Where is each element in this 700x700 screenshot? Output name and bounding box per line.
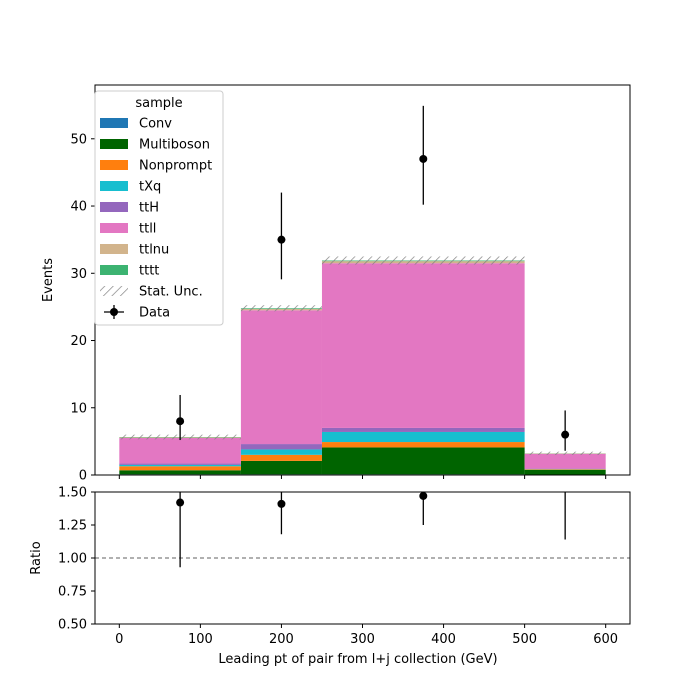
- ratio-ytick-label-1.50: 1.50: [58, 486, 87, 501]
- stat-unc-band-bin1: [240, 305, 322, 312]
- bar-ttll-bin3: [524, 453, 606, 469]
- bar-ttll-bin0: [119, 438, 241, 464]
- legend-swatch-tttt: [100, 265, 128, 275]
- x-tick-label-200: 200: [269, 632, 294, 647]
- legend-marker-data: [110, 308, 118, 316]
- legend-label-tttt: tttt: [139, 264, 159, 279]
- legend: sample Conv Multiboson Nonprompt tXq ttH ttll…: [94, 90, 224, 326]
- legend-items: Conv Multiboson Nonprompt tXq ttH ttll ttlnu tt…: [100, 117, 212, 321]
- legend-label-data: Data: [139, 306, 170, 321]
- legend-label-txq: tXq: [139, 180, 161, 195]
- legend-title: sample: [135, 96, 182, 111]
- bar-multiboson-bin0: [119, 470, 241, 475]
- main-ytick-label-40: 40: [70, 200, 87, 215]
- legend-label-ttlnu: ttlnu: [139, 243, 169, 258]
- stat-unc-band-bin2: [321, 256, 525, 265]
- ratio-points: [176, 492, 566, 568]
- ratio-axes: 0.50 0.75 1.00 1.25 1.50 0 100 200 300 400 500 600: [58, 486, 631, 647]
- data-point-0: [176, 417, 185, 426]
- bar-nonprompt-bin0: [119, 466, 241, 471]
- legend-label-ttll: ttll: [139, 222, 156, 237]
- legend-swatch-ttlnu: [100, 244, 128, 254]
- bar-nonprompt-bin3: [524, 469, 606, 470]
- data-points: [176, 105, 570, 451]
- legend-label-tth: ttH: [139, 201, 159, 216]
- legend-swatch-nonprompt: [100, 160, 128, 170]
- ratio-ytick-label-1.00: 1.00: [58, 552, 87, 567]
- bar-multiboson-bin3: [524, 469, 606, 475]
- legend-swatch-multiboson: [100, 139, 128, 149]
- data-point-2: [419, 154, 428, 163]
- legend-label-stat-unc-: Stat. Unc.: [139, 285, 203, 300]
- bar-txq-bin0: [119, 464, 241, 467]
- legend-label-nonprompt: Nonprompt: [139, 159, 212, 174]
- bar-ttll-bin1: [240, 310, 322, 445]
- x-tick-label-0: 0: [115, 632, 123, 647]
- bar-ttll-bin2: [321, 263, 525, 428]
- legend-swatch-conv: [100, 118, 128, 128]
- ratio-point-2: [419, 492, 428, 500]
- ratio-point-0: [176, 498, 185, 507]
- main-ytick-label-20: 20: [70, 334, 87, 349]
- stat-unc-band-bin3: [524, 451, 606, 456]
- x-tick-label-400: 400: [431, 632, 456, 647]
- legend-swatch-txq: [100, 181, 128, 191]
- x-tick-label-600: 600: [593, 632, 618, 647]
- x-axis-label: Leading pt of pair from l+j collection (…: [218, 652, 497, 667]
- ratio-ytick-label-1.25: 1.25: [58, 519, 87, 534]
- bar-txq-bin1: [240, 449, 322, 455]
- bar-nonprompt-bin1: [240, 454, 322, 461]
- main-ytick-label-10: 10: [70, 401, 87, 416]
- x-tick-label-500: 500: [512, 632, 537, 647]
- ratio-point-1: [277, 499, 286, 508]
- legend-swatch-stat-unc-: [100, 286, 128, 296]
- legend-label-conv: Conv: [139, 117, 172, 132]
- bar-tth-bin1: [240, 444, 322, 450]
- legend-swatch-ttll: [100, 223, 128, 233]
- main-ytick-label-0: 0: [79, 469, 87, 484]
- main-ylabel: Events: [41, 258, 56, 302]
- bar-tth-bin0: [119, 463, 241, 465]
- legend-label-multiboson: Multiboson: [139, 138, 210, 153]
- x-tick-label-100: 100: [188, 632, 213, 647]
- bar-multiboson-bin2: [321, 447, 525, 475]
- bar-txq-bin2: [321, 431, 525, 443]
- ratio-ytick-label-0.50: 0.50: [58, 618, 87, 633]
- bar-multiboson-bin1: [240, 460, 322, 475]
- main-ytick-label-30: 30: [70, 267, 87, 282]
- legend-swatch-tth: [100, 202, 128, 212]
- main-ytick-label-50: 50: [70, 132, 87, 147]
- data-point-1: [277, 235, 286, 244]
- data-point-3: [561, 430, 570, 439]
- ratio-plot: 0.500.751.001.251.500 100 200 300 400 500 600 …: [29, 486, 631, 667]
- x-tick-label-300: 300: [350, 632, 375, 647]
- bar-tth-bin2: [321, 427, 525, 432]
- main-plot: 0 10 20 30 40 50 Events: [41, 84, 631, 484]
- ratio-ylabel: Ratio: [29, 541, 44, 574]
- ratio-ytick-label-0.75: 0.75: [58, 585, 87, 600]
- bar-nonprompt-bin2: [321, 442, 525, 448]
